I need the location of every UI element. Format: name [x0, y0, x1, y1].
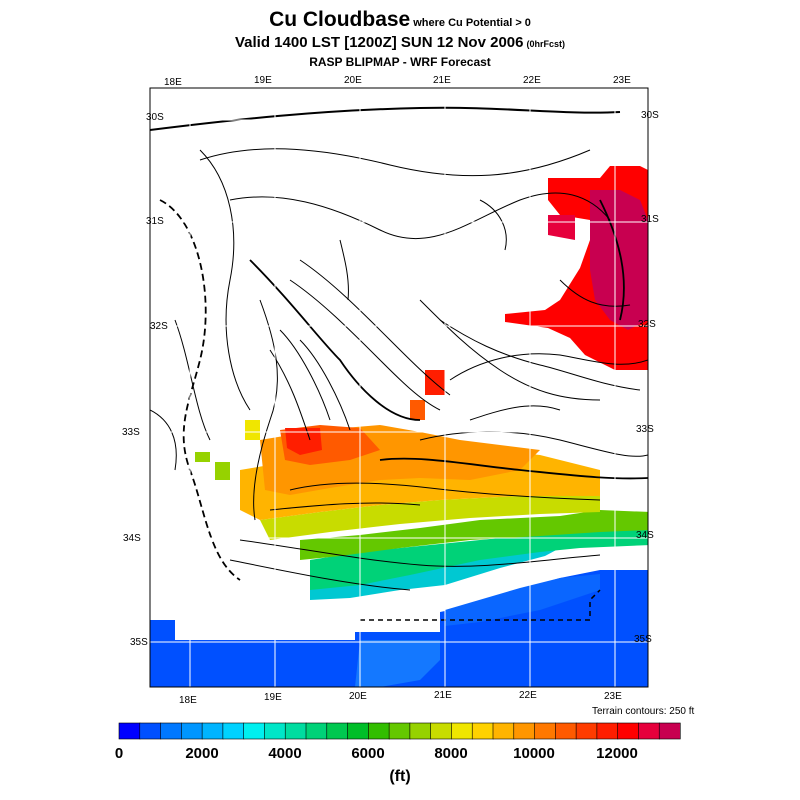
colorbar-swatch — [243, 722, 266, 740]
colorbar-swatch — [596, 722, 619, 740]
colorbar-swatch — [658, 722, 681, 740]
colorbar-swatch — [617, 722, 640, 740]
colorbar-swatch — [347, 722, 369, 740]
lon-label-bottom: 21E — [434, 690, 452, 701]
map-title: Cu Cloudbase where Cu Potential > 0 — [0, 8, 800, 32]
lon-label-top: 20E — [344, 75, 362, 86]
lat-label-right: 34S — [636, 530, 654, 541]
colorbar-swatch — [118, 722, 141, 740]
colorbar-swatch — [575, 722, 598, 740]
lat-label-left: 33S — [122, 427, 140, 438]
colorbar-tick: 0 — [115, 745, 123, 762]
lat-lon-grid — [150, 88, 648, 687]
lat-label-right: 33S — [636, 424, 654, 435]
terrain-contour-note: Terrain contours: 250 ft — [592, 706, 695, 717]
colorbar-swatch — [284, 722, 307, 740]
colorbar-tick: 8000 — [434, 745, 467, 762]
title-main: Cu Cloudbase — [269, 8, 411, 31]
colorbar-unit: (ft) — [389, 768, 411, 785]
lon-label-top: 22E — [523, 75, 541, 86]
colorbar-tick: 4000 — [268, 745, 301, 762]
lat-label-left: 31S — [146, 216, 164, 227]
lat-label-left: 35S — [130, 637, 148, 648]
lon-label-bottom: 23E — [604, 691, 622, 702]
lat-label-left: 32S — [150, 321, 168, 332]
map-subtitle: RASP BLIPMAP - WRF Forecast — [309, 55, 491, 69]
colorbar — [118, 722, 681, 740]
lon-label-bottom: 20E — [349, 691, 367, 702]
lat-label-right: 31S — [641, 214, 659, 225]
colorbar-tick-labels: 0 2000 4000 6000 8000 10000 12000 — [115, 745, 638, 762]
colorbar-swatch — [451, 722, 473, 740]
colorbar-swatch — [430, 722, 453, 740]
colorbar-tick: 2000 — [185, 745, 218, 762]
lon-label-top: 18E — [164, 77, 182, 88]
colorbar-swatch — [305, 722, 328, 740]
lat-label-left: 34S — [123, 533, 141, 544]
colorbar-swatch — [139, 722, 162, 740]
map-frame — [149, 87, 649, 688]
lat-label-right: 35S — [634, 634, 652, 645]
lon-label-bottom: 19E — [264, 692, 282, 703]
lon-label-bottom: 22E — [519, 690, 537, 701]
colorbar-swatch — [201, 722, 224, 740]
lon-label-top: 21E — [433, 75, 451, 86]
colorbar-tick: 10000 — [513, 745, 555, 762]
title-qualifier: where Cu Potential > 0 — [413, 17, 531, 29]
cloudbase-field — [150, 166, 648, 687]
lat-label-left: 30S — [146, 112, 164, 123]
lat-label-right: 32S — [638, 319, 656, 330]
colorbar-swatch — [181, 722, 203, 740]
colorbar-swatch — [388, 722, 411, 740]
colorbar-swatch — [555, 722, 577, 740]
lat-label-right: 30S — [641, 110, 659, 121]
colorbar-swatch — [471, 722, 494, 740]
colorbar-tick: 6000 — [351, 745, 384, 762]
colorbar-swatch — [513, 722, 536, 740]
colorbar-tick: 12000 — [596, 745, 638, 762]
colorbar-swatch — [264, 722, 286, 740]
colorbar-swatch — [638, 722, 660, 740]
colorbar-swatch — [492, 722, 515, 740]
colorbar-swatch — [160, 722, 182, 740]
lon-label-bottom: 18E — [179, 695, 197, 706]
colorbar-swatch — [368, 722, 390, 740]
terrain-contours — [150, 106, 648, 621]
colorbar-swatch — [326, 722, 349, 740]
lon-label-top: 23E — [613, 75, 631, 86]
valid-time-text: Valid 1400 LST [1200Z] SUN 12 Nov 2006 — [235, 34, 524, 51]
colorbar-swatch — [534, 722, 556, 740]
lon-label-top: 19E — [254, 75, 272, 86]
colorbar-swatch — [222, 722, 245, 740]
forecast-tag: (0hrFcst) — [526, 39, 565, 49]
colorbar-swatch — [409, 722, 432, 740]
valid-time: Valid 1400 LST [1200Z] SUN 12 Nov 2006 (0… — [0, 34, 800, 51]
